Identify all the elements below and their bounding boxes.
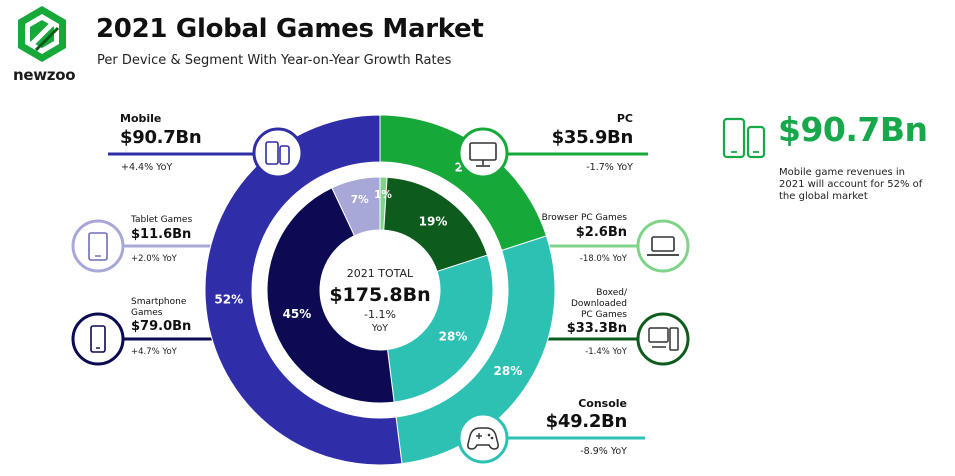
outer-label-console: 28% (494, 364, 523, 378)
center-growth: -1.1% (364, 308, 396, 321)
outer-label-mobile: 52% (214, 293, 243, 307)
console-label: Console (578, 397, 627, 410)
pc-icon-badge (457, 127, 509, 179)
inner-label-smartphone-games: 45% (283, 307, 312, 321)
boxed-icon-badge (636, 312, 690, 366)
tablet-icon-badge (71, 219, 125, 273)
gamepad-icon (467, 427, 499, 450)
inner-slice-console (386, 254, 494, 403)
center-growth-unit: YoY (371, 323, 388, 334)
brand-name: newzoo (13, 66, 76, 84)
pc-value: $35.9Bn (551, 127, 634, 148)
page-title: 2021 Global Games Market (96, 14, 484, 44)
browser-icon-badge (636, 219, 690, 273)
smartphone-icon-badge (71, 312, 125, 366)
outer-slice-mobile (204, 114, 403, 466)
smartphone-label-line1: Smartphone (131, 297, 187, 307)
tablet-yoy: +2.0% YoY (131, 254, 177, 264)
pc-label: PC (616, 112, 633, 125)
smartphone-label-line2: Games (131, 308, 163, 318)
console-value: $49.2Bn (545, 411, 628, 432)
monitor-icon (469, 142, 497, 167)
highlight-value: $90.7Bn (778, 110, 928, 149)
inner-slice-smartphone-games (266, 187, 395, 404)
smartphone-yoy: +4.7% YoY (131, 347, 177, 357)
tablet-label: Tablet Games (131, 215, 193, 225)
mobile-yoy: +4.4% YoY (121, 162, 173, 173)
mobile-label: Mobile (120, 112, 162, 125)
newzoo-logo-icon (18, 6, 66, 62)
page-subtitle: Per Device & Segment With Year-on-Year G… (97, 53, 452, 68)
browser-value: $2.6Bn (575, 225, 627, 240)
mobile-icon-badge (252, 127, 304, 179)
center-label: 2021 TOTAL (347, 267, 414, 280)
console-yoy: -8.9% YoY (580, 446, 627, 457)
pc-yoy: -1.7% YoY (586, 162, 633, 173)
inner-slice-tablet-games (331, 176, 381, 237)
boxed-value: $33.3Bn (566, 321, 627, 336)
mobile-devices-icon (265, 141, 290, 165)
desktop-pc-icon (648, 327, 679, 351)
boxed-label-line2: Downloaded (571, 299, 627, 309)
boxed-label-line3: PC Games (580, 310, 627, 320)
mobile-value: $90.7Bn (120, 127, 202, 148)
browser-yoy: -18.0% YoY (579, 254, 627, 264)
smartphone-icon (90, 325, 106, 353)
inner-ring (266, 176, 494, 404)
console-icon-badge (457, 412, 509, 464)
inner-label-console: 28% (439, 329, 468, 343)
outer-ring (204, 114, 556, 466)
highlight-note: Mobile game revenues in 2021 will accoun… (779, 167, 923, 202)
center-total-value: $175.8Bn (329, 284, 430, 306)
tablet-value: $11.6Bn (131, 227, 192, 242)
smartphone-value: $79.0Bn (131, 319, 192, 334)
laptop-icon (647, 236, 679, 256)
tablet-icon (88, 232, 108, 261)
boxed-label-line1: Boxed/ (596, 288, 627, 298)
inner-label-tablet-games: 7% (351, 194, 369, 206)
highlight-mobile-devices-icon (722, 117, 766, 159)
inner-label-browser-pc-games: 1% (374, 189, 392, 201)
inner-label-boxed-downloaded-pc-games: 19% (419, 215, 448, 229)
boxed-yoy: -1.4% YoY (585, 347, 627, 357)
browser-label: Browser PC Games (541, 213, 627, 223)
